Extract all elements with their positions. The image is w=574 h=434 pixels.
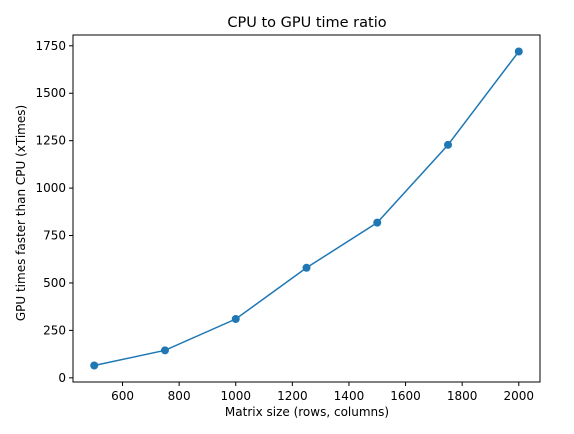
y-tick-label: 250	[43, 323, 66, 337]
y-tick-label: 500	[43, 276, 66, 290]
y-tick-label: 750	[43, 229, 66, 243]
y-tick-label: 1000	[35, 181, 66, 195]
data-point	[231, 315, 240, 324]
plot-area: 600 800 1000 1200 1400 1600 1800 2000 0 250 500 750…	[35, 34, 541, 403]
y-tick-label: 1250	[35, 134, 66, 148]
x-tick-label: 1200	[277, 389, 308, 403]
y-tick-label: 1500	[35, 86, 66, 100]
x-tick-label: 1000	[220, 389, 251, 403]
data-point	[302, 263, 311, 272]
x-tick-label: 2000	[503, 389, 534, 403]
y-axis-label: GPU times faster than CPU (xTimes)	[14, 105, 28, 321]
data-point	[373, 218, 382, 227]
y-tick-label: 0	[58, 371, 66, 385]
data-point	[444, 140, 453, 149]
x-axis-label: Matrix size (rows, columns)	[225, 405, 389, 419]
x-tick-label: 1800	[447, 389, 478, 403]
data-point	[90, 361, 99, 370]
x-tick-label: 800	[168, 389, 191, 403]
chart-title: CPU to GPU time ratio	[227, 15, 386, 31]
data-point	[160, 346, 169, 355]
x-tick-label: 600	[111, 389, 134, 403]
x-tick-label: 1400	[334, 389, 365, 403]
axes-frame	[72, 34, 541, 383]
x-tick-label: 1600	[390, 389, 421, 403]
data-point	[514, 47, 523, 56]
y-tick-label: 1750	[35, 39, 66, 53]
